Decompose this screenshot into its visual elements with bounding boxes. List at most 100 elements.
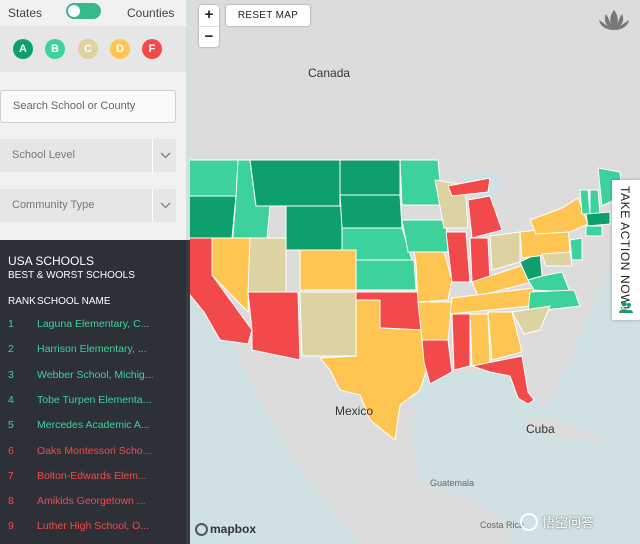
list-scrollbar[interactable]	[186, 240, 190, 544]
state-michigan	[467, 195, 503, 239]
state-south-dakota	[339, 194, 403, 229]
state-new-jersey	[569, 237, 583, 261]
school-ranking-list: USA SCHOOLS BEST & WORST SCHOOLS RANK SC…	[0, 240, 186, 544]
state-south-carolina	[511, 305, 551, 335]
states-counties-toggle[interactable]	[66, 3, 101, 19]
grade-f-button[interactable]: F	[142, 39, 162, 59]
rank-number: 4	[8, 393, 14, 406]
toggle-knob[interactable]	[68, 5, 80, 17]
state-mississippi	[451, 313, 471, 371]
rank-number: 8	[8, 495, 14, 508]
state-colorado	[299, 249, 357, 291]
rank-number: 1	[8, 318, 14, 330]
chevron-down-icon[interactable]	[152, 189, 176, 222]
guatemala-label: Guatemala	[430, 478, 475, 488]
state-florida	[470, 355, 535, 405]
state-north-carolina	[527, 289, 581, 313]
zoom-controls: + −	[199, 5, 219, 47]
mapbox-attribution[interactable]: mapbox	[195, 522, 256, 536]
mapbox-label: mapbox	[210, 522, 257, 536]
lotus-logo-icon[interactable]	[596, 8, 632, 39]
list-subtitle: BEST & WORST SCHOOLS	[8, 270, 135, 281]
state-vermont	[579, 189, 591, 215]
pacific-water	[190, 300, 360, 544]
grade-b-button[interactable]: B	[45, 39, 65, 59]
chevron-down-icon[interactable]	[152, 139, 176, 172]
rank-number: 3	[8, 368, 14, 381]
list-item[interactable]: 8 Amikids Georgetown ...	[0, 492, 186, 512]
list-item[interactable]: 9 Luther High School, O...	[0, 517, 186, 537]
rank-number: 2	[8, 343, 14, 356]
people-icon	[619, 300, 633, 318]
school-name[interactable]: Bolton-Edwards Elem...	[37, 469, 147, 482]
state-georgia	[487, 311, 523, 361]
grade-d-button[interactable]: D	[110, 39, 130, 59]
state-kansas	[355, 259, 417, 291]
list-item[interactable]: 3 Webber School, Michig...	[0, 366, 186, 386]
grade-a-button[interactable]: A	[13, 39, 33, 59]
state-connecticut	[585, 225, 603, 237]
costa-rica-label: Costa Rica	[480, 520, 525, 530]
state-louisiana	[421, 339, 453, 385]
school-level-select[interactable]: School Level	[0, 139, 176, 172]
list-item[interactable]: 4 Tobe Turpen Elementa...	[0, 391, 186, 411]
search-input[interactable]: Search School or County	[0, 90, 176, 123]
rank-number: 5	[8, 419, 14, 432]
community-type-label: Community Type	[12, 199, 95, 211]
state-illinois	[445, 231, 471, 283]
school-name[interactable]: Mercedes Academic A...	[37, 419, 150, 432]
rank-number: 9	[8, 520, 14, 533]
state-north-dakota	[339, 159, 401, 196]
us-states-layer	[190, 159, 623, 441]
state-washington	[190, 159, 239, 197]
canada-label: Canada	[308, 66, 351, 80]
rank-number: 6	[8, 444, 14, 457]
list-item[interactable]: 5 Mercedes Academic A...	[0, 416, 186, 436]
cuba-label: Cuba	[526, 422, 555, 436]
take-action-label: TAKE ACTION NOW!	[618, 186, 632, 311]
community-type-select[interactable]: Community Type	[0, 189, 176, 222]
state-nevada	[211, 237, 251, 314]
state-utah	[247, 237, 287, 293]
school-name[interactable]: Harrison Elementary, ...	[37, 343, 147, 356]
state-arkansas	[417, 301, 453, 341]
school-name[interactable]: Webber School, Michig...	[37, 368, 154, 381]
state-indiana	[469, 237, 491, 283]
state-massachusetts	[585, 211, 611, 227]
cuba-land	[510, 418, 610, 444]
zoom-in-button[interactable]: +	[204, 6, 214, 23]
rank-column-header: RANK	[8, 296, 36, 307]
state-iowa	[401, 219, 449, 253]
school-name[interactable]: Amikids Georgetown ...	[37, 495, 146, 508]
reset-map-button[interactable]: RESET MAP	[226, 5, 310, 26]
list-item[interactable]: 7 Bolton-Edwards Elem...	[0, 467, 186, 487]
state-virginia	[527, 271, 571, 293]
state-oregon	[190, 195, 237, 239]
school-name[interactable]: Laguna Elementary, C...	[37, 318, 150, 330]
school-name[interactable]: Luther High School, O...	[37, 520, 150, 533]
list-item[interactable]: 1 Laguna Elementary, C...	[0, 315, 186, 335]
states-counties-toggle-row: States Counties	[0, 0, 186, 26]
list-item[interactable]: 2 Harrison Elementary, ...	[0, 340, 186, 360]
list-title: USA SCHOOLS	[8, 254, 95, 268]
grade-filter: A B C D F	[0, 26, 186, 72]
mexico-label: Mexico	[335, 404, 374, 418]
watermark: 悟空问答	[520, 512, 594, 531]
state-new-hampshire	[589, 189, 601, 215]
watermark-icon	[520, 512, 538, 531]
school-name[interactable]: Tobe Turpen Elementa...	[37, 393, 152, 406]
take-action-tab[interactable]: TAKE ACTION NOW!	[612, 180, 640, 320]
list-item[interactable]: 6 Oaks Montessori Scho...	[0, 442, 186, 462]
school-name[interactable]: Oaks Montessori Scho...	[37, 444, 152, 457]
state-missouri	[413, 251, 453, 303]
zoom-out-button[interactable]: −	[199, 26, 219, 47]
map[interactable]: Canada Mexico Cuba Guatemala Costa Rica	[190, 0, 640, 544]
state-wyoming	[285, 205, 343, 251]
state-texas	[318, 299, 431, 441]
watermark-text: 悟空问答	[542, 515, 595, 530]
grade-c-button[interactable]: C	[78, 39, 98, 59]
school-name-column-header: SCHOOL NAME	[37, 296, 111, 307]
mapbox-icon	[195, 522, 208, 536]
gulf-water	[408, 372, 530, 450]
map-canvas[interactable]	[190, 0, 640, 544]
